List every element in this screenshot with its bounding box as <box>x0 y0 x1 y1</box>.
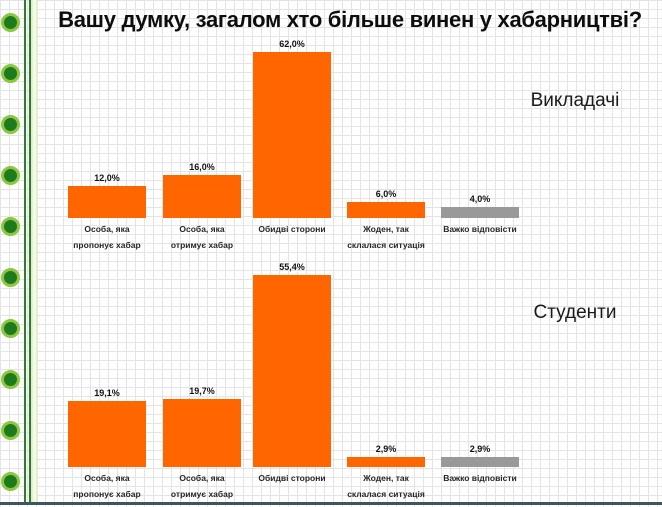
value-label: 55,4% <box>279 262 305 272</box>
bar <box>68 186 146 218</box>
green-dot-icon <box>1 12 20 32</box>
sidebar-divider <box>29 0 31 503</box>
category-label: Особа, яка отримує хабар <box>170 473 234 499</box>
category-label: Особа, яка пропонує хабар <box>73 224 141 250</box>
bar <box>163 399 241 467</box>
value-label: 16,0% <box>189 162 215 172</box>
green-dot-icon <box>1 369 20 389</box>
green-dot-icon <box>1 114 20 134</box>
green-dot-icon <box>1 267 20 287</box>
category-label: Особа, яка отримує хабар <box>170 224 234 250</box>
bar <box>253 52 331 218</box>
bottom-border <box>0 502 662 505</box>
value-label: 2,9% <box>469 444 491 454</box>
category-label: Важко відповісти <box>443 224 517 234</box>
category-label: Важко відповісти <box>443 473 517 483</box>
bar <box>253 275 331 467</box>
green-dot-icon <box>1 471 20 491</box>
bar <box>441 457 519 467</box>
category-label: Жоден, так склалася ситуація <box>347 224 425 250</box>
value-label: 6,0% <box>375 189 397 199</box>
value-label: 2,9% <box>375 444 397 454</box>
bar <box>347 202 425 218</box>
value-label: 19,1% <box>94 388 120 398</box>
green-dot-icon <box>1 216 20 236</box>
chart-title: Вашу думку, загалом хто більше винен у х… <box>58 7 642 32</box>
green-dot-icon <box>1 165 20 185</box>
green-dot-icon <box>1 63 20 83</box>
sidebar-divider <box>24 0 26 503</box>
bar <box>163 175 241 218</box>
category-label: Особа, яка пропонує хабар <box>73 473 141 499</box>
sidebar-strip <box>31 0 38 503</box>
category-label: Обидві сторони <box>258 224 326 234</box>
category-label: Обидві сторони <box>258 473 326 483</box>
bar <box>441 207 519 218</box>
bar <box>68 401 146 467</box>
green-dot-icon <box>1 318 20 338</box>
value-label: 12,0% <box>94 173 120 183</box>
group-label-teachers: Викладачі <box>530 90 620 111</box>
value-label: 62,0% <box>279 39 305 49</box>
bar <box>347 457 425 467</box>
group-label-students: Студенти <box>533 302 617 323</box>
category-label: Жоден, так склалася ситуація <box>347 473 425 499</box>
value-label: 4,0% <box>469 194 491 204</box>
green-dot-icon <box>1 420 20 440</box>
value-label: 19,7% <box>189 386 215 396</box>
